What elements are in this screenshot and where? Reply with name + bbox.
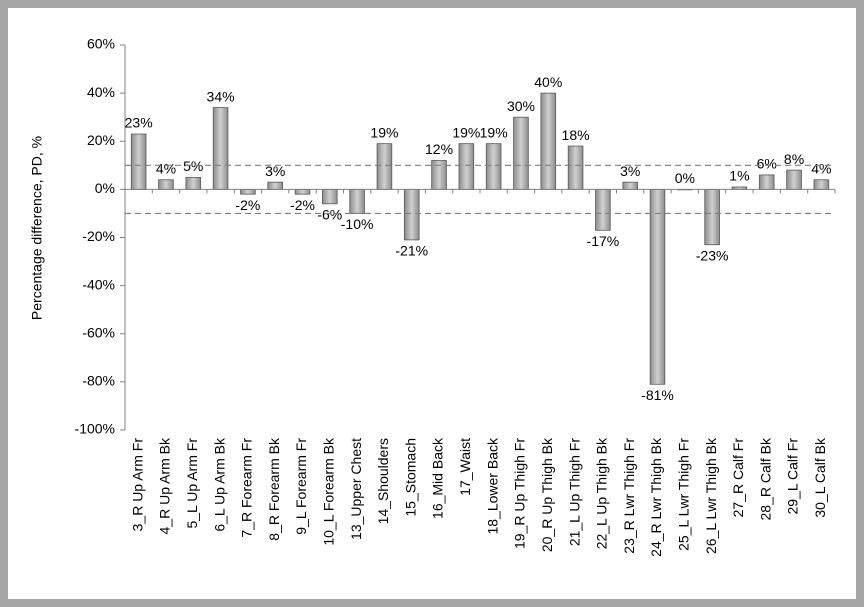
value-label: -2% xyxy=(290,197,315,213)
x-tick-label: 19_R Up Thigh Fr xyxy=(512,438,528,549)
x-tick-label: 3_R Up Arm Fr xyxy=(129,438,145,532)
x-tick-label: 10_L Forearm Bk xyxy=(321,437,337,546)
value-label: 4% xyxy=(156,160,176,176)
bar xyxy=(567,145,584,190)
value-label: -81% xyxy=(641,387,674,403)
bar xyxy=(130,133,147,190)
y-tick-label: -60% xyxy=(82,324,115,340)
x-tick-label: 20_R Up Thigh Bk xyxy=(539,437,555,552)
y-tick-label: -20% xyxy=(82,228,115,244)
bar xyxy=(403,188,420,241)
x-tick-label: 8_R Forearm Bk xyxy=(266,437,282,541)
chart: Percentage difference, PD, % -100% -80% -6… xyxy=(29,36,836,557)
x-tick-label: 30_L Calf Bk xyxy=(812,437,828,518)
value-label: 5% xyxy=(183,158,203,174)
value-label: -23% xyxy=(696,247,729,263)
value-label: 8% xyxy=(784,151,804,167)
x-tick-label: 5_L Up Arm Fr xyxy=(184,438,200,529)
bar xyxy=(185,176,202,190)
value-label: 18% xyxy=(562,127,590,143)
x-tick-label: 16_Mid Back xyxy=(430,437,446,519)
value-label: -21% xyxy=(395,243,428,259)
value-label: 1% xyxy=(729,168,749,184)
bar xyxy=(212,107,229,190)
x-tick-label: 23_R Lwr Thigh Fr xyxy=(621,438,637,554)
y-axis-title: Percentage difference, PD, % xyxy=(29,136,45,320)
x-tick-label: 15_Stomach xyxy=(402,438,418,517)
value-label: 6% xyxy=(757,156,777,172)
x-tick-label: 6_L Up Arm Bk xyxy=(211,437,227,532)
value-label: 4% xyxy=(811,160,831,176)
bar xyxy=(758,174,775,190)
bar xyxy=(376,143,393,190)
value-label: 30% xyxy=(507,98,535,114)
x-tick-label: 22_L Up Thigh Bk xyxy=(594,437,610,549)
value-label: 19% xyxy=(452,124,480,140)
bar xyxy=(813,179,830,190)
value-label: 3% xyxy=(265,163,285,179)
bar xyxy=(158,179,174,190)
x-tick-label: 4_R Up Arm Bk xyxy=(157,437,173,534)
bar xyxy=(267,181,283,190)
y-tick-label: 60% xyxy=(87,36,115,52)
bar xyxy=(458,143,475,190)
y-tick-label: -100% xyxy=(75,421,115,437)
x-tick-label: 7_R Forearm Fr xyxy=(239,438,255,538)
bar xyxy=(485,143,502,190)
value-label: 34% xyxy=(207,88,235,104)
x-tick-label: 18_Lower Back xyxy=(484,437,500,535)
x-tick-label: 17_Waist xyxy=(457,438,473,496)
y-tick-label: 40% xyxy=(87,84,115,100)
value-label: -10% xyxy=(341,216,374,232)
value-label: 19% xyxy=(480,124,508,140)
value-label: -2% xyxy=(235,197,260,213)
bar xyxy=(349,188,365,214)
bar xyxy=(513,116,529,190)
bar xyxy=(704,188,720,246)
y-tick-label: 0% xyxy=(95,180,115,196)
bar xyxy=(322,188,338,205)
value-label: 3% xyxy=(620,163,640,179)
bar xyxy=(294,188,311,195)
x-tick-label: 29_L Calf Fr xyxy=(785,438,801,515)
bar xyxy=(240,188,256,195)
bar xyxy=(622,181,638,190)
x-tick-label: 9_L Forearm Fr xyxy=(293,438,309,535)
value-label: 19% xyxy=(370,124,398,140)
x-tick-label: 27_R Calf Fr xyxy=(730,438,746,518)
y-tick-label: -80% xyxy=(82,373,115,389)
value-label: 23% xyxy=(125,115,153,131)
y-tick-label: -40% xyxy=(82,276,115,292)
x-tick-label: 26_L Lwr Thigh Bk xyxy=(703,437,719,554)
x-tick-label: 24_R Lwr Thigh Bk xyxy=(648,437,664,557)
x-tick-label: 25_L Lwr Thigh Fr xyxy=(676,438,692,551)
x-tick-label: 21_L Up Thigh Fr xyxy=(566,438,582,547)
bar xyxy=(649,188,666,385)
bar xyxy=(786,169,802,190)
value-label: -17% xyxy=(587,233,620,249)
x-tick-label: 14_Shoulders xyxy=(375,438,391,524)
bar xyxy=(595,188,611,231)
x-tick-label: 13_Upper Chest xyxy=(348,438,364,540)
value-label: -6% xyxy=(317,207,342,223)
y-tick-label: 20% xyxy=(87,132,115,148)
value-label: 0% xyxy=(675,170,695,186)
bar xyxy=(540,92,557,190)
x-tick-label: 28_R Calf Bk xyxy=(757,437,773,520)
value-label: 40% xyxy=(534,74,562,90)
value-label: 12% xyxy=(425,141,453,157)
